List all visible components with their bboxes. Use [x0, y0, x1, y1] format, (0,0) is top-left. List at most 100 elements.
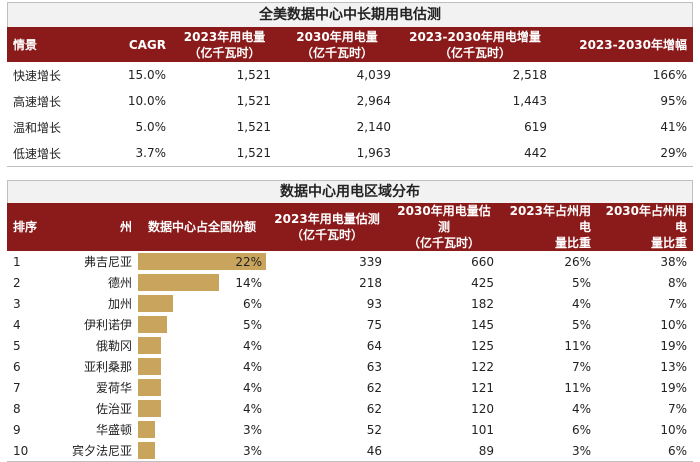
cell-usage-2030: 4,039	[356, 68, 391, 82]
header-2023-usage: 2023年用电量 （亿千瓦时）	[172, 27, 277, 62]
cell-ratio-2023: 3%	[571, 443, 591, 458]
cell-state: 加州	[107, 297, 132, 311]
cell-estimate-2030: 120	[471, 401, 494, 416]
cell-ratio-2023: 7%	[571, 359, 591, 374]
header-cagr: CAGR	[77, 27, 172, 62]
cell-share: 6%	[138, 293, 266, 314]
cell-scenario: 温和增长	[13, 120, 62, 135]
cell-usage-2023: 1,521	[236, 94, 271, 108]
cell-ratio-2023: 11%	[564, 380, 591, 395]
cell-increment: 619	[524, 120, 547, 134]
cell-estimate-2030: 101	[471, 422, 494, 437]
cell-usage-2023: 1,521	[236, 120, 271, 134]
cell-ratio-2023: 5%	[571, 317, 591, 332]
cell-ratio-2030: 10%	[660, 317, 687, 332]
cell-growth-rate: 95%	[660, 94, 687, 108]
cell-scenario: 快速增长	[13, 68, 62, 83]
share-bar	[138, 358, 162, 375]
cell-share: 3%	[138, 419, 266, 440]
cell-estimate-2030: 122	[471, 359, 494, 374]
table2-row: 4 伊利诺伊 5% 75 145 5% 10%	[7, 314, 693, 335]
cell-estimate-2023: 62	[366, 401, 382, 416]
cell-ratio-2023: 6%	[571, 422, 591, 437]
table2-row: 9 华盛顿 3% 52 101 6% 10%	[7, 419, 693, 440]
cell-ratio-2023: 4%	[571, 401, 591, 416]
table2-row: 1 弗吉尼亚 22% 339 660 26% 38%	[7, 251, 693, 272]
table2-row: 10 宾夕法尼亚 3% 46 89 3% 6%	[7, 440, 693, 462]
share-bar	[138, 253, 266, 270]
cell-estimate-2030: 145	[471, 317, 494, 332]
cell-estimate-2023: 52	[366, 422, 382, 437]
cell-share: 4%	[138, 356, 266, 377]
cell-share: 22%	[138, 251, 266, 272]
cell-share: 14%	[138, 272, 266, 293]
cell-ratio-2023: 26%	[564, 254, 591, 269]
header-state: 州	[52, 203, 138, 251]
header-scenario: 情景	[7, 27, 77, 62]
table2-row: 8 佐治亚 4% 62 120 4% 7%	[7, 398, 693, 419]
cell-rank: 3	[13, 296, 21, 311]
cell-state: 华盛顿	[95, 423, 132, 437]
cell-estimate-2023: 218	[359, 275, 382, 290]
table1-row: 温和增长 5.0% 1,521 2,140 619 41%	[7, 114, 693, 140]
table2-header-row: 排序 州 数据中心占全国份额 2023年用电量估测 （亿千瓦时） 2030年用电…	[7, 203, 693, 251]
cell-state: 宾夕法尼亚	[71, 444, 132, 458]
share-value: 4%	[242, 338, 262, 353]
share-value: 6%	[242, 296, 262, 311]
cell-rank: 8	[13, 401, 21, 416]
cell-estimate-2030: 182	[471, 296, 494, 311]
table2-row: 5 俄勒冈 4% 64 125 11% 19%	[7, 335, 693, 356]
cell-ratio-2030: 7%	[667, 296, 687, 311]
cell-estimate-2030: 660	[471, 254, 494, 269]
cell-state: 爱荷华	[95, 381, 132, 395]
header-2030-state-ratio: 2030年占州用电 量比重	[597, 203, 693, 251]
cell-cagr: 5.0%	[135, 120, 167, 134]
cell-share: 5%	[138, 314, 266, 335]
cell-estimate-2023: 339	[359, 254, 382, 269]
share-value: 3%	[242, 422, 262, 437]
cell-cagr: 15.0%	[127, 68, 166, 82]
cell-scenario: 低速增长	[13, 146, 62, 161]
share-value: 22%	[235, 254, 262, 269]
table2-regional-distribution: 排序 州 数据中心占全国份额 2023年用电量估测 （亿千瓦时） 2030年用电…	[7, 203, 693, 462]
cell-ratio-2030: 19%	[660, 338, 687, 353]
header-2023-estimate: 2023年用电量估测 （亿千瓦时）	[266, 203, 388, 251]
cell-state: 亚利桑那	[83, 360, 132, 374]
cell-growth-rate: 166%	[652, 68, 687, 82]
cell-growth-rate: 41%	[660, 120, 687, 134]
cell-scenario: 高速增长	[13, 94, 62, 109]
cell-estimate-2030: 125	[471, 338, 494, 353]
cell-ratio-2023: 11%	[564, 338, 591, 353]
cell-estimate-2030: 121	[471, 380, 494, 395]
share-value: 4%	[242, 359, 262, 374]
share-bar	[138, 295, 173, 312]
cell-usage-2030: 2,964	[356, 94, 391, 108]
cell-ratio-2030: 7%	[667, 401, 687, 416]
cell-rank: 2	[13, 275, 21, 290]
header-2023-state-ratio: 2023年占州用电 量比重	[500, 203, 597, 251]
table1-row: 快速增长 15.0% 1,521 4,039 2,518 166%	[7, 62, 693, 88]
cell-ratio-2030: 19%	[660, 380, 687, 395]
cell-state: 俄勒冈	[95, 339, 132, 353]
cell-usage-2030: 2,140	[356, 120, 391, 134]
cell-rank: 4	[13, 317, 21, 332]
table2-row: 7 爱荷华 4% 62 121 11% 19%	[7, 377, 693, 398]
cell-usage-2030: 1,963	[356, 146, 391, 160]
cell-growth-rate: 29%	[660, 146, 687, 160]
cell-increment: 1,443	[512, 94, 547, 108]
table2-row: 6 亚利桑那 4% 63 122 7% 13%	[7, 356, 693, 377]
table1-row: 低速增长 3.7% 1,521 1,963 442 29%	[7, 140, 693, 167]
cell-share: 3%	[138, 440, 266, 462]
share-bar	[138, 400, 162, 417]
share-value: 4%	[242, 401, 262, 416]
header-2030-usage: 2030年用电量 （亿千瓦时）	[277, 27, 397, 62]
share-bar	[138, 379, 162, 396]
share-value: 4%	[242, 380, 262, 395]
cell-cagr: 3.7%	[135, 146, 167, 160]
cell-ratio-2023: 4%	[571, 296, 591, 311]
cell-estimate-2023: 62	[366, 380, 382, 395]
cell-state: 弗吉尼亚	[83, 255, 132, 269]
cell-ratio-2023: 5%	[571, 275, 591, 290]
cell-estimate-2023: 46	[366, 443, 382, 458]
cell-rank: 9	[13, 422, 21, 437]
